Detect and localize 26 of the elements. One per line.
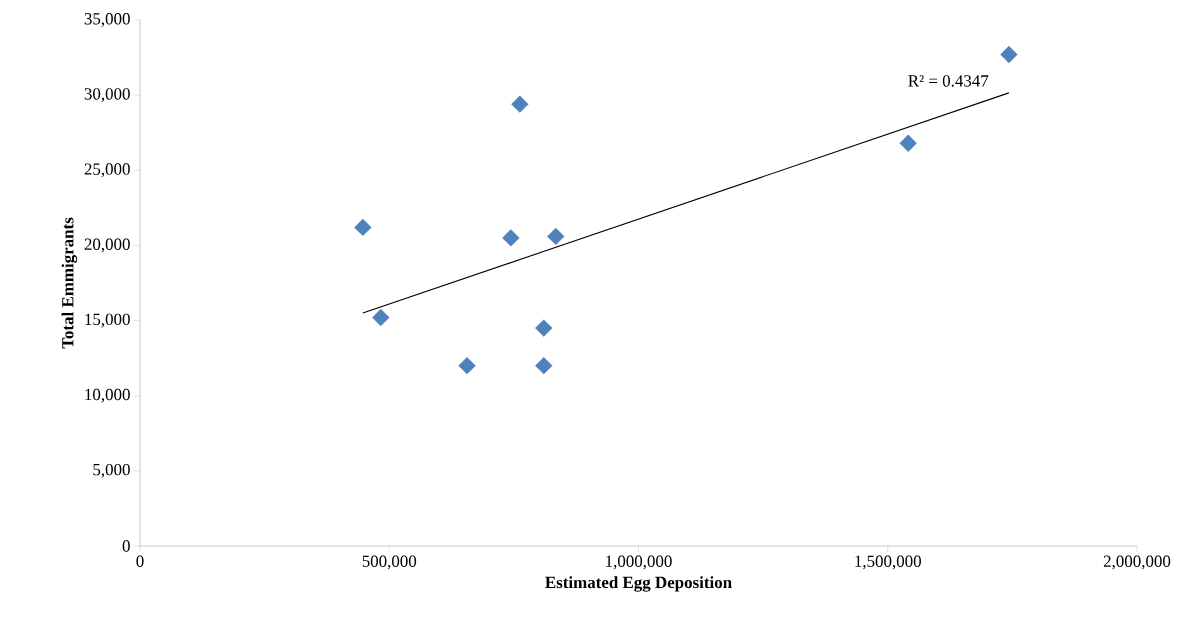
x-tick-label: 0 [136, 555, 144, 567]
y-tick-label: 25,000 [84, 163, 130, 178]
y-tick-label: 30,000 [84, 88, 130, 103]
point [1000, 45, 1018, 64]
y-tick-label: 5,000 [93, 463, 130, 478]
point [372, 308, 390, 327]
x-tick-label: 2,000,000 [1103, 555, 1171, 570]
y-tick-label: 10,000 [85, 388, 130, 403]
point [511, 95, 529, 113]
point [535, 357, 553, 375]
y-tick-label: 0 [122, 540, 130, 552]
annotation: R² = 0.4347 [908, 75, 989, 87]
point [899, 134, 917, 152]
point [535, 319, 553, 337]
y-tick-label: 20,000 [84, 238, 130, 253]
point [502, 229, 520, 247]
x-tick-label: 500,000 [362, 555, 417, 570]
x-tick-label: 1,500,000 [855, 555, 921, 570]
y-axis-title: Total Emmigrants [61, 217, 78, 349]
point [547, 227, 565, 246]
y-tick-label: 15,000 [85, 313, 130, 328]
x-tick-label: 1,000,000 [606, 555, 672, 570]
y-tick-label: 35,000 [84, 13, 130, 27]
point [354, 218, 372, 237]
x-axis-title: Estimated Egg Deposition [545, 576, 732, 592]
point [458, 357, 476, 375]
